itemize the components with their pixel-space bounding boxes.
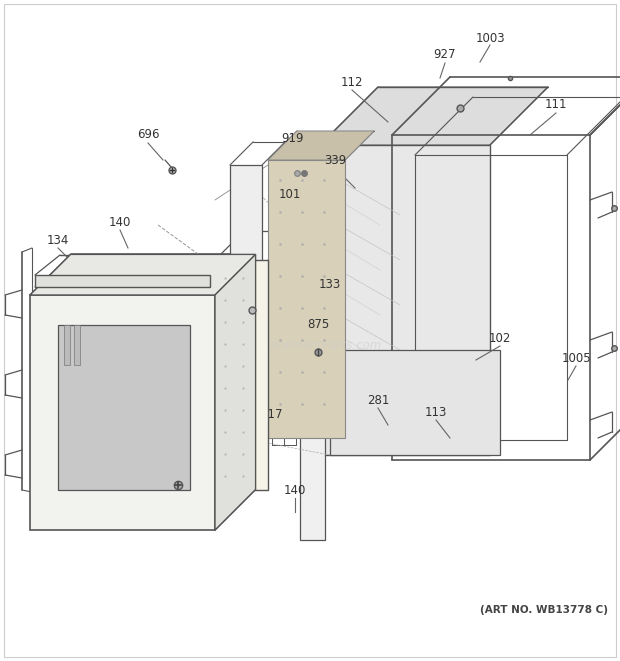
Text: 111: 111 (545, 98, 567, 112)
Polygon shape (30, 254, 255, 295)
Text: 117: 117 (261, 408, 283, 422)
Polygon shape (58, 325, 190, 490)
Polygon shape (330, 350, 500, 455)
Text: 140: 140 (109, 215, 131, 229)
Text: 121: 121 (46, 428, 69, 442)
Polygon shape (268, 131, 374, 160)
Polygon shape (320, 145, 490, 455)
Polygon shape (30, 295, 215, 530)
Text: 136: 136 (37, 332, 59, 344)
Text: 133: 133 (319, 278, 341, 292)
Polygon shape (215, 260, 268, 490)
Text: 101: 101 (279, 188, 301, 202)
Polygon shape (320, 87, 548, 145)
Polygon shape (35, 275, 210, 287)
Text: 102: 102 (489, 332, 511, 344)
Polygon shape (64, 325, 70, 365)
Text: 699: 699 (244, 426, 266, 438)
Text: 1005: 1005 (561, 352, 591, 364)
Text: 113: 113 (425, 405, 447, 418)
Text: 339: 339 (324, 153, 346, 167)
Text: 927: 927 (434, 48, 456, 61)
Text: 281: 281 (367, 393, 389, 407)
Polygon shape (300, 310, 325, 540)
Polygon shape (268, 160, 345, 438)
Text: (ART NO. WB13778 C): (ART NO. WB13778 C) (480, 605, 608, 615)
Text: 699: 699 (221, 276, 243, 288)
Text: 1003: 1003 (475, 32, 505, 44)
Text: 112: 112 (341, 75, 363, 89)
Text: 875: 875 (164, 455, 186, 469)
Polygon shape (230, 165, 262, 442)
Text: 696: 696 (137, 128, 159, 141)
Polygon shape (74, 325, 80, 365)
Text: 134: 134 (47, 233, 69, 247)
Text: 140: 140 (284, 483, 306, 496)
Text: 919: 919 (281, 132, 303, 145)
Text: 122: 122 (184, 299, 206, 311)
Polygon shape (215, 254, 255, 530)
Text: 875: 875 (307, 319, 329, 332)
Text: eReplacementParts.com: eReplacementParts.com (238, 338, 382, 352)
